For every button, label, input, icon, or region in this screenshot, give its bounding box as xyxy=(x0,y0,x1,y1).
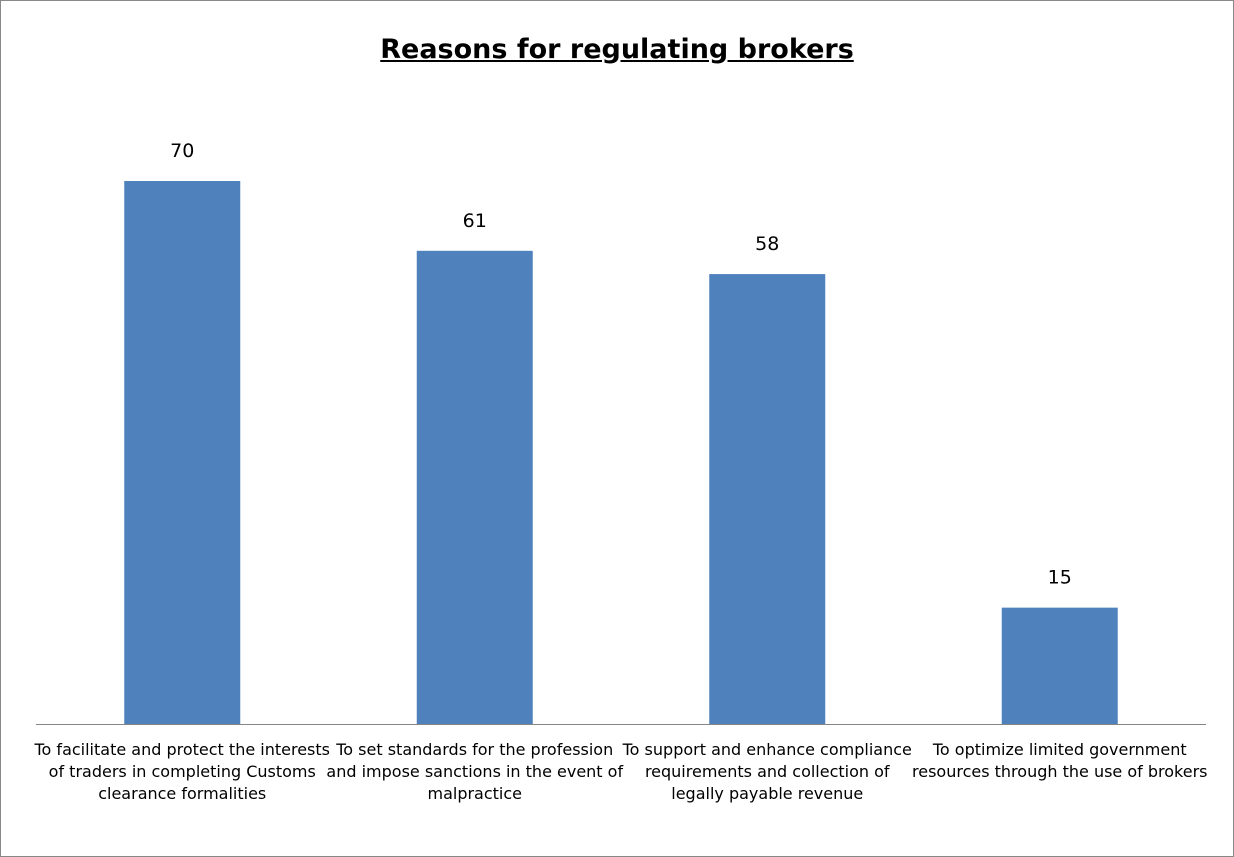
bar-2 xyxy=(416,250,533,725)
category-label-4: To optimize limited government resources… xyxy=(912,740,1208,781)
data-label-2: 61 xyxy=(463,210,487,232)
data-label-3: 58 xyxy=(755,233,779,255)
bar-3 xyxy=(709,274,826,724)
category-label-2: To set standards for the profession and … xyxy=(326,740,624,803)
category-label-3: To support and enhance compliance requir… xyxy=(622,740,912,803)
bar-1 xyxy=(124,181,241,724)
data-label-4: 15 xyxy=(1048,567,1072,589)
data-label-1: 70 xyxy=(170,140,194,162)
bar-4 xyxy=(1001,607,1118,724)
category-label-1: To facilitate and protect the interests … xyxy=(34,740,330,803)
chart-title: Reasons for regulating brokers xyxy=(380,34,854,65)
